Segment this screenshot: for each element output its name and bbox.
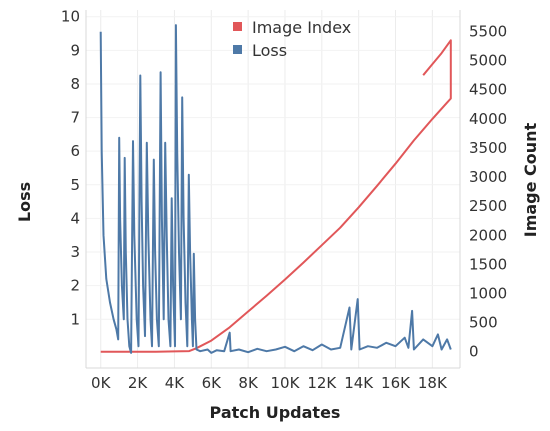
y-right-tick-label: 3500 <box>469 139 507 157</box>
y-right-tick-label: 1500 <box>469 255 507 273</box>
x-tick-label: 6K <box>202 374 223 392</box>
x-tick-label: 2K <box>128 374 149 392</box>
y-left-tick-label: 3 <box>70 243 80 261</box>
x-tick-label: 8K <box>238 374 259 392</box>
y-right-tick-label: 3000 <box>469 168 507 186</box>
x-tick-label: 10K <box>271 374 301 392</box>
y-left-tick-label: 7 <box>70 109 80 127</box>
x-tick-label: 16K <box>381 374 411 392</box>
y-right-tick-label: 2500 <box>469 197 507 215</box>
y-left-tick-label: 4 <box>70 209 80 227</box>
y-right-tick-label: 1000 <box>469 284 507 302</box>
y-axis-right-title: Image Count <box>521 122 540 237</box>
y-axis-left-title: Loss <box>15 182 34 222</box>
series-line-image-index <box>100 39 452 353</box>
y-left-tick-label: 10 <box>61 8 80 26</box>
legend-label-loss: Loss <box>252 41 287 60</box>
y-right-tick-label: 2000 <box>469 226 507 244</box>
y-right-tick-label: 0 <box>469 343 479 361</box>
y-left-tick-label: 5 <box>70 176 80 194</box>
x-tick-label: 18K <box>418 374 448 392</box>
y-left-tick-label: 9 <box>70 41 80 59</box>
gridlines <box>86 10 460 368</box>
x-tick-label: 14K <box>344 374 374 392</box>
y-right-tick-label: 5000 <box>469 52 507 70</box>
y-left-tick-label: 8 <box>70 75 80 93</box>
legend: Image Index Loss <box>233 18 351 60</box>
x-tick-label: 12K <box>307 374 337 392</box>
y-right-tick-label: 500 <box>469 314 498 332</box>
x-tick-label: 4K <box>165 374 186 392</box>
series-line-loss <box>99 24 452 354</box>
y-left-tick-label: 1 <box>70 310 80 328</box>
legend-swatch-loss <box>233 45 242 54</box>
legend-swatch-image-index <box>233 22 242 31</box>
plot-area <box>99 24 452 354</box>
y-left-tick-label: 6 <box>70 142 80 160</box>
y-left-tick-label: 2 <box>70 277 80 295</box>
y-right-tick-label: 4500 <box>469 81 507 99</box>
y-right-tick-label: 4000 <box>469 110 507 128</box>
y-right-tick-label: 5500 <box>469 23 507 41</box>
x-tick-label: 0K <box>91 374 112 392</box>
x-axis-title: Patch Updates <box>210 403 341 422</box>
axes: 1 2 3 4 5 6 7 8 9 10 0 500 1000 1500 2000 2500 3000 3500 4… <box>61 8 507 392</box>
legend-label-image-index: Image Index <box>252 18 351 37</box>
